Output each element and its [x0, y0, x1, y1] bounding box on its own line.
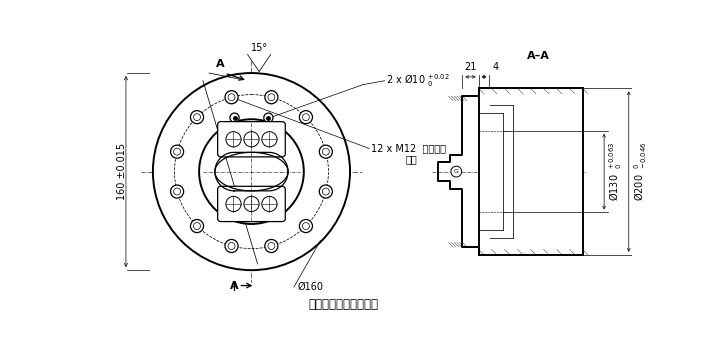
- Text: 15°: 15°: [251, 43, 268, 54]
- Circle shape: [225, 91, 238, 104]
- Circle shape: [225, 239, 238, 252]
- Circle shape: [226, 132, 241, 147]
- Circle shape: [170, 145, 184, 158]
- Circle shape: [320, 145, 332, 158]
- Circle shape: [191, 220, 203, 233]
- Text: A: A: [216, 59, 225, 69]
- Text: 均布: 均布: [406, 154, 417, 164]
- Text: A: A: [230, 281, 238, 290]
- Circle shape: [199, 119, 304, 224]
- FancyBboxPatch shape: [218, 186, 285, 221]
- Text: 160 ±0.015: 160 ±0.015: [117, 143, 127, 200]
- FancyBboxPatch shape: [218, 122, 285, 157]
- Polygon shape: [215, 152, 288, 191]
- Circle shape: [265, 239, 278, 252]
- Text: A–A: A–A: [527, 51, 550, 61]
- Circle shape: [265, 91, 278, 104]
- Text: 末端输出法兰安装尺寸: 末端输出法兰安装尺寸: [309, 297, 379, 310]
- Circle shape: [451, 166, 462, 177]
- Circle shape: [262, 196, 277, 212]
- Circle shape: [244, 132, 259, 147]
- Circle shape: [191, 111, 203, 124]
- Circle shape: [299, 111, 313, 124]
- Circle shape: [264, 113, 273, 122]
- Text: Ø160: Ø160: [298, 282, 324, 292]
- Circle shape: [230, 113, 239, 122]
- Circle shape: [153, 73, 350, 270]
- Circle shape: [262, 132, 277, 147]
- Text: Ø130  $^{+0.063}_{0}$: Ø130 $^{+0.063}_{0}$: [607, 142, 624, 201]
- Text: Ø200  $^{0}_{-0.046}$: Ø200 $^{0}_{-0.046}$: [631, 142, 648, 201]
- Circle shape: [244, 196, 259, 212]
- Text: 12 x M12  完全贯穿: 12 x M12 完全贯穿: [371, 144, 446, 153]
- Circle shape: [299, 220, 313, 233]
- Text: 4: 4: [493, 62, 498, 72]
- Bar: [479, 88, 582, 255]
- Circle shape: [170, 185, 184, 198]
- Circle shape: [320, 185, 332, 198]
- Circle shape: [226, 196, 241, 212]
- Text: G: G: [454, 169, 459, 174]
- Text: 2 x Ø10 $^{+0.02}_{0}$: 2 x Ø10 $^{+0.02}_{0}$: [386, 73, 450, 89]
- Text: 21: 21: [465, 62, 477, 72]
